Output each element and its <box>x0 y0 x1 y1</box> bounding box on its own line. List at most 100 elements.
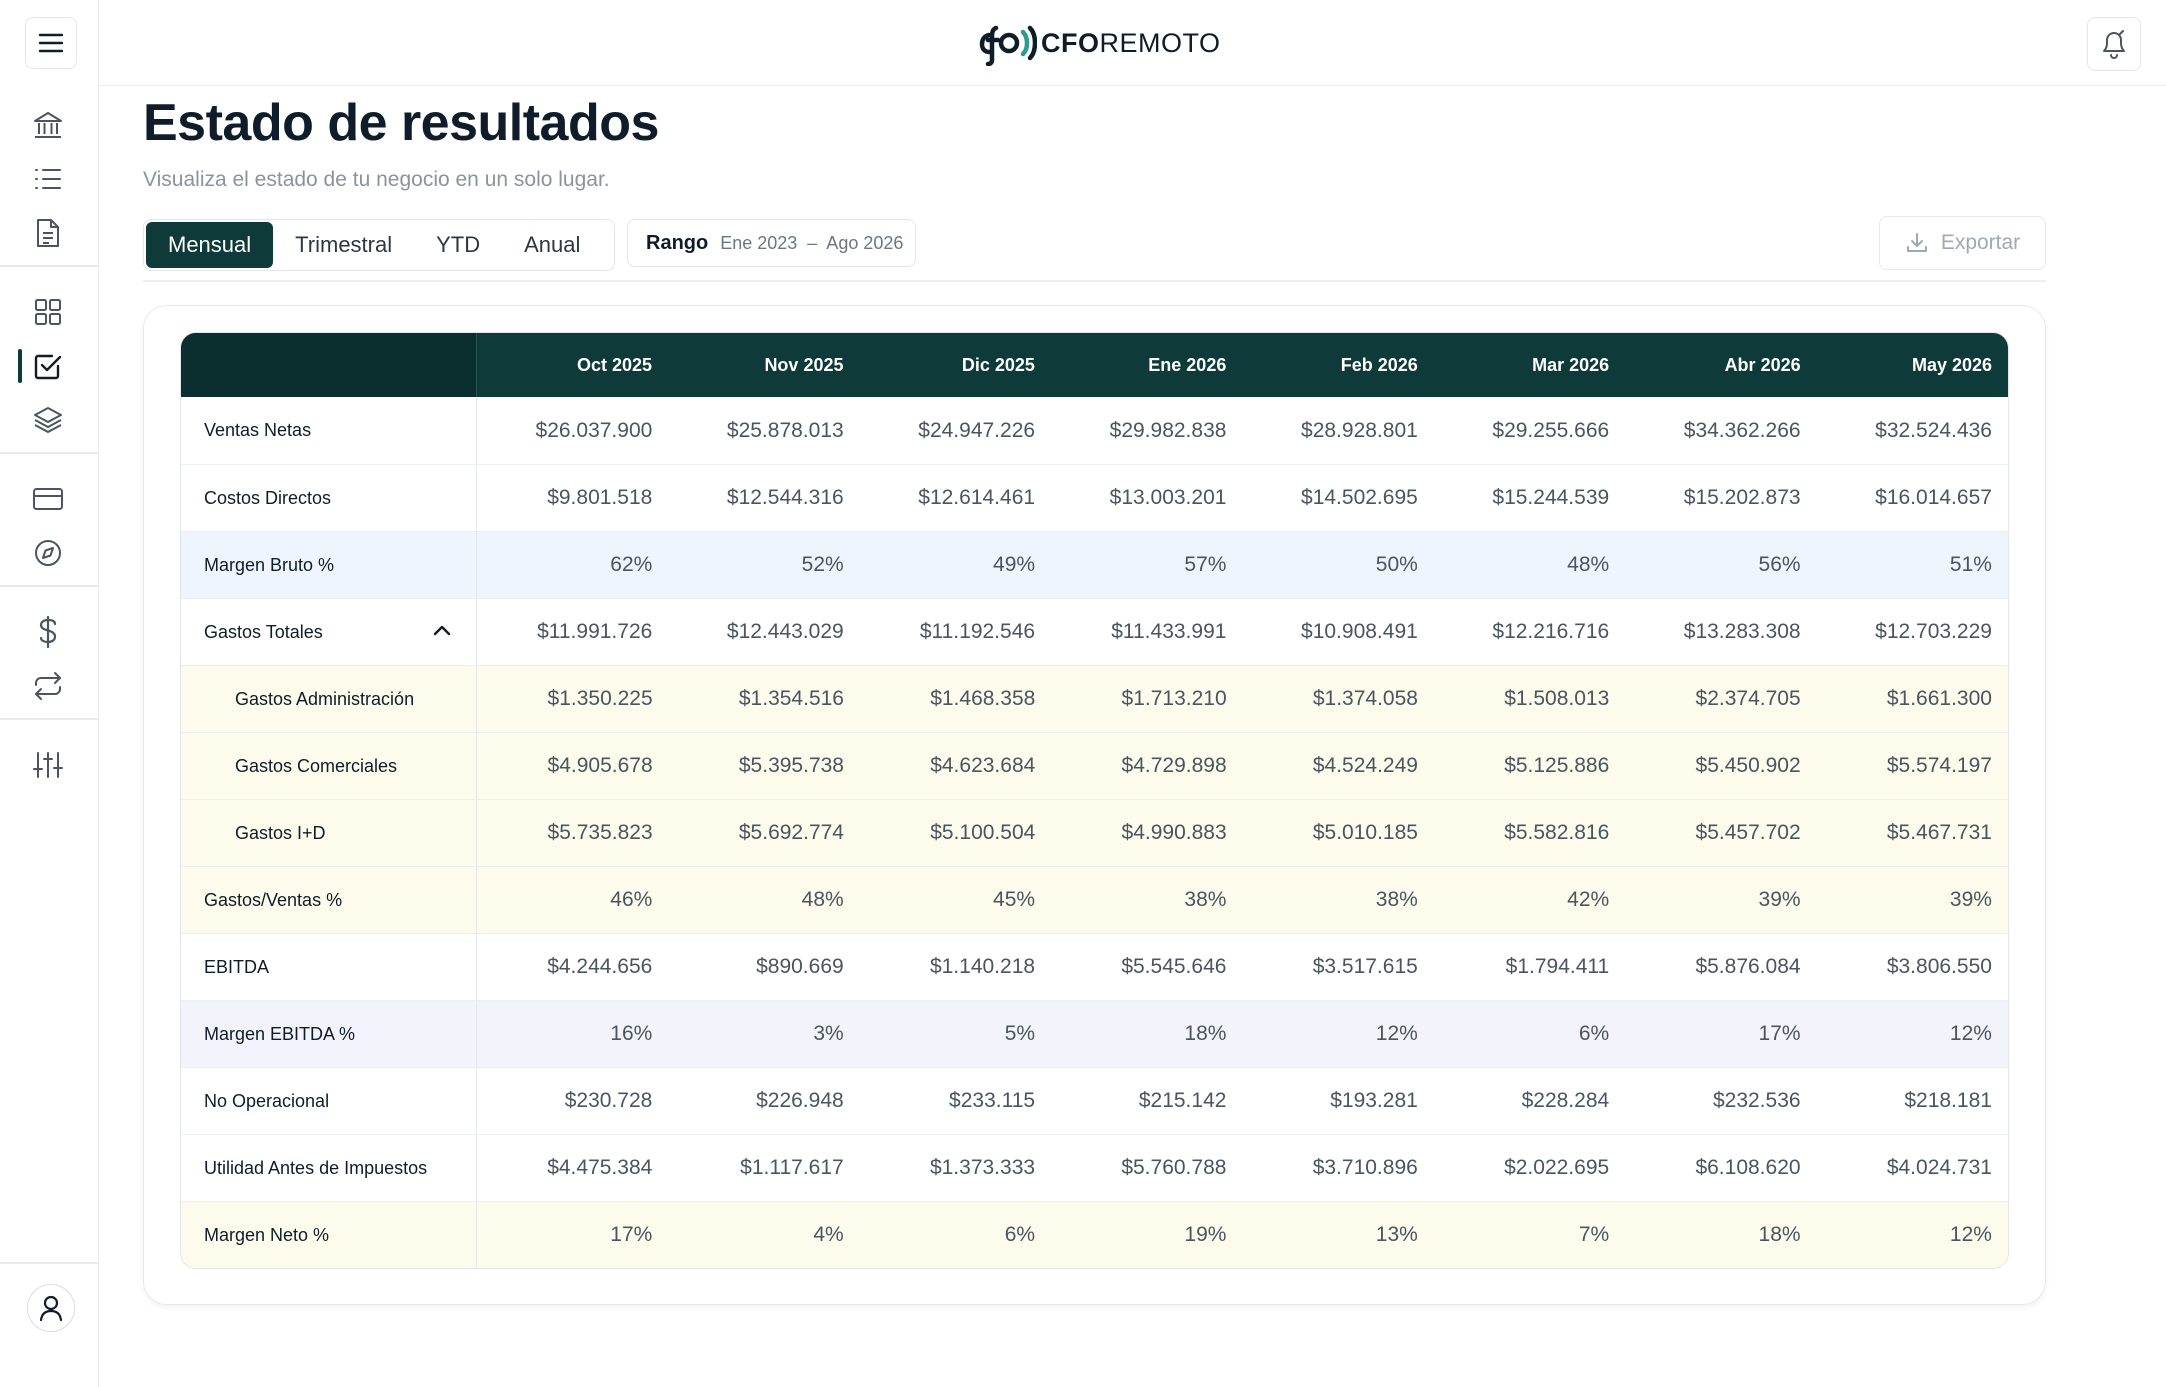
row-label: Gastos Totales <box>181 599 477 665</box>
table-row: Margen Neto % 17% 4% 6% 19% 13% 7% 18% 12% <box>181 1201 2008 1268</box>
sidebar <box>0 0 99 1387</box>
row-label: Costos Directos <box>181 465 477 531</box>
table-cell: $1.468.358 <box>930 687 1036 710</box>
table-cell: $1.508.013 <box>1504 687 1610 710</box>
column-header: Abr 2026 <box>1724 354 1801 375</box>
bell-icon <box>2103 30 2125 59</box>
date-range-picker[interactable]: Rango Ene 2023 – Ago 2026 <box>627 219 916 267</box>
table-body: Ventas Netas $26.037.900 $25.878.013 $24.94… <box>181 397 2008 1268</box>
sidebar-item-finance[interactable] <box>28 612 68 652</box>
table-cell: $4.244.656 <box>547 955 653 978</box>
table-cell: $4.524.249 <box>1312 754 1418 777</box>
table-cell: $32.524.436 <box>1875 418 1992 442</box>
table-cell: 46% <box>610 888 653 911</box>
table-cell: 5% <box>1004 1022 1036 1045</box>
column-header: Feb 2026 <box>1340 354 1418 375</box>
table-row: Margen EBITDA % 16% 3% 5% 18% 12% 6% 17% 12% <box>181 1000 2008 1067</box>
sidebar-item-documents[interactable] <box>28 213 68 253</box>
logo-text: CFOREMOTO <box>1041 27 1221 58</box>
row-label: Utilidad Antes de Impuestos <box>181 1135 477 1201</box>
period-tab-anual[interactable]: Anual <box>524 232 581 257</box>
user-avatar[interactable] <box>27 1284 75 1332</box>
table-row: Ventas Netas $26.037.900 $25.878.013 $24.94… <box>181 397 2008 464</box>
row-label-text: Costos Directos <box>204 487 332 508</box>
table-cell: $24.947.226 <box>918 418 1036 442</box>
table-cell: $5.125.886 <box>1504 754 1610 777</box>
app-logo[interactable]: CFOREMOTO <box>979 19 1221 67</box>
table-cell: $4.623.684 <box>930 754 1036 777</box>
period-tab-ytd[interactable]: YTD <box>436 232 481 257</box>
row-label: EBITDA <box>181 934 477 1000</box>
period-tab-mensual[interactable]: Mensual <box>146 222 274 268</box>
period-tab-trimestral[interactable]: Trimestral <box>295 232 393 257</box>
row-label: No Operacional <box>181 1068 477 1134</box>
column-header: Mar 2026 <box>1532 354 1610 375</box>
sidebar-item-income-statement[interactable] <box>28 346 68 386</box>
table-header: Oct 2025 Nov 2025 Dic 2025 Ene 2026 Feb 2026… <box>181 333 2008 397</box>
table-cell: $4.905.678 <box>547 754 653 777</box>
table-cell: 38% <box>1184 888 1227 911</box>
table-cell: $12.216.716 <box>1492 620 1610 643</box>
table-row[interactable]: Gastos Totales $11.991.726 $12.443.029 $11.… <box>181 598 2008 665</box>
menu-icon <box>38 33 64 53</box>
user-icon <box>39 1295 63 1322</box>
table-cell: $5.395.738 <box>738 754 844 777</box>
table-row: No Operacional $230.728 $226.948 $233.115 $2… <box>181 1067 2008 1134</box>
row-label-text: Ventas Netas <box>204 420 312 440</box>
range-value: Ene 2023 – Ago 2026 <box>720 232 904 253</box>
table-cell: $12.443.029 <box>726 620 844 643</box>
table-cell: $5.100.504 <box>930 821 1036 844</box>
table-cell: $11.192.546 <box>919 620 1036 643</box>
table-cell: 19% <box>1184 1223 1227 1246</box>
export-button[interactable]: Exportar <box>1879 216 2046 270</box>
table-cell: $232.536 <box>1712 1089 1801 1112</box>
table-cell: $1.661.300 <box>1886 687 1992 710</box>
table-row: Margen Bruto % 62% 52% 49% 57% 50% 48% 56% 51% <box>181 531 2008 598</box>
table-row: Gastos I+D $5.735.823 $5.692.774 $5.100.504… <box>181 799 2008 866</box>
sidebar-item-layers[interactable] <box>28 400 68 440</box>
chevron-up-icon[interactable] <box>432 623 452 637</box>
table-cell: $12.544.316 <box>726 486 844 509</box>
table-cell: 18% <box>1184 1022 1227 1045</box>
table-cell: 39% <box>1949 888 1992 911</box>
table-cell: 51% <box>1949 553 1992 576</box>
table-cell: $25.878.013 <box>726 418 844 442</box>
sidebar-item-bank[interactable] <box>28 105 68 145</box>
table-cell: 12% <box>1949 1223 1992 1246</box>
table-cell: $1.350.225 <box>547 687 653 710</box>
table-cell: $1.713.210 <box>1121 687 1227 710</box>
sidebar-item-dashboard[interactable] <box>28 292 68 332</box>
table-cell: $26.037.900 <box>535 418 653 442</box>
row-label-text: Gastos Administración <box>235 688 415 709</box>
table-cell: $5.450.902 <box>1695 754 1801 777</box>
table-cell: $5.582.816 <box>1504 821 1610 844</box>
table-cell: $10.908.491 <box>1301 620 1418 643</box>
sidebar-item-transactions[interactable] <box>28 666 68 706</box>
compass-icon <box>35 540 61 566</box>
sidebar-item-explore[interactable] <box>28 533 68 573</box>
table-row: Costos Directos $9.801.518 $12.544.316 $12.… <box>181 464 2008 531</box>
sidebar-item-cards[interactable] <box>28 479 68 519</box>
table-cell: $12.703.229 <box>1875 620 1992 643</box>
page-subtitle: Visualiza el estado de tu negocio en un … <box>143 168 610 191</box>
row-label: Gastos Administración <box>181 666 478 732</box>
table-cell: 13% <box>1375 1223 1418 1246</box>
table-cell: $4.475.384 <box>547 1156 653 1179</box>
table-cell: $1.373.333 <box>929 1156 1036 1179</box>
table-cell: $3.517.615 <box>1312 955 1418 978</box>
table-cell: $15.244.539 <box>1492 486 1610 509</box>
row-label-text: Gastos I+D <box>235 822 326 843</box>
table-cell: $34.362.266 <box>1683 418 1801 442</box>
sidebar-item-settings[interactable] <box>28 745 68 785</box>
table-cell: $5.876.084 <box>1695 955 1801 978</box>
row-label: Gastos I+D <box>181 800 478 866</box>
row-label: Margen Neto % <box>181 1202 477 1268</box>
row-label: Gastos Comerciales <box>181 733 478 799</box>
table-cell: $29.982.838 <box>1109 418 1227 442</box>
table-cell: $4.729.898 <box>1121 754 1227 777</box>
active-indicator <box>18 349 22 383</box>
sidebar-item-list[interactable] <box>28 159 68 199</box>
menu-button[interactable] <box>25 17 77 69</box>
page-title: Estado de resultados <box>143 94 659 152</box>
notifications-button[interactable] <box>2087 17 2141 71</box>
